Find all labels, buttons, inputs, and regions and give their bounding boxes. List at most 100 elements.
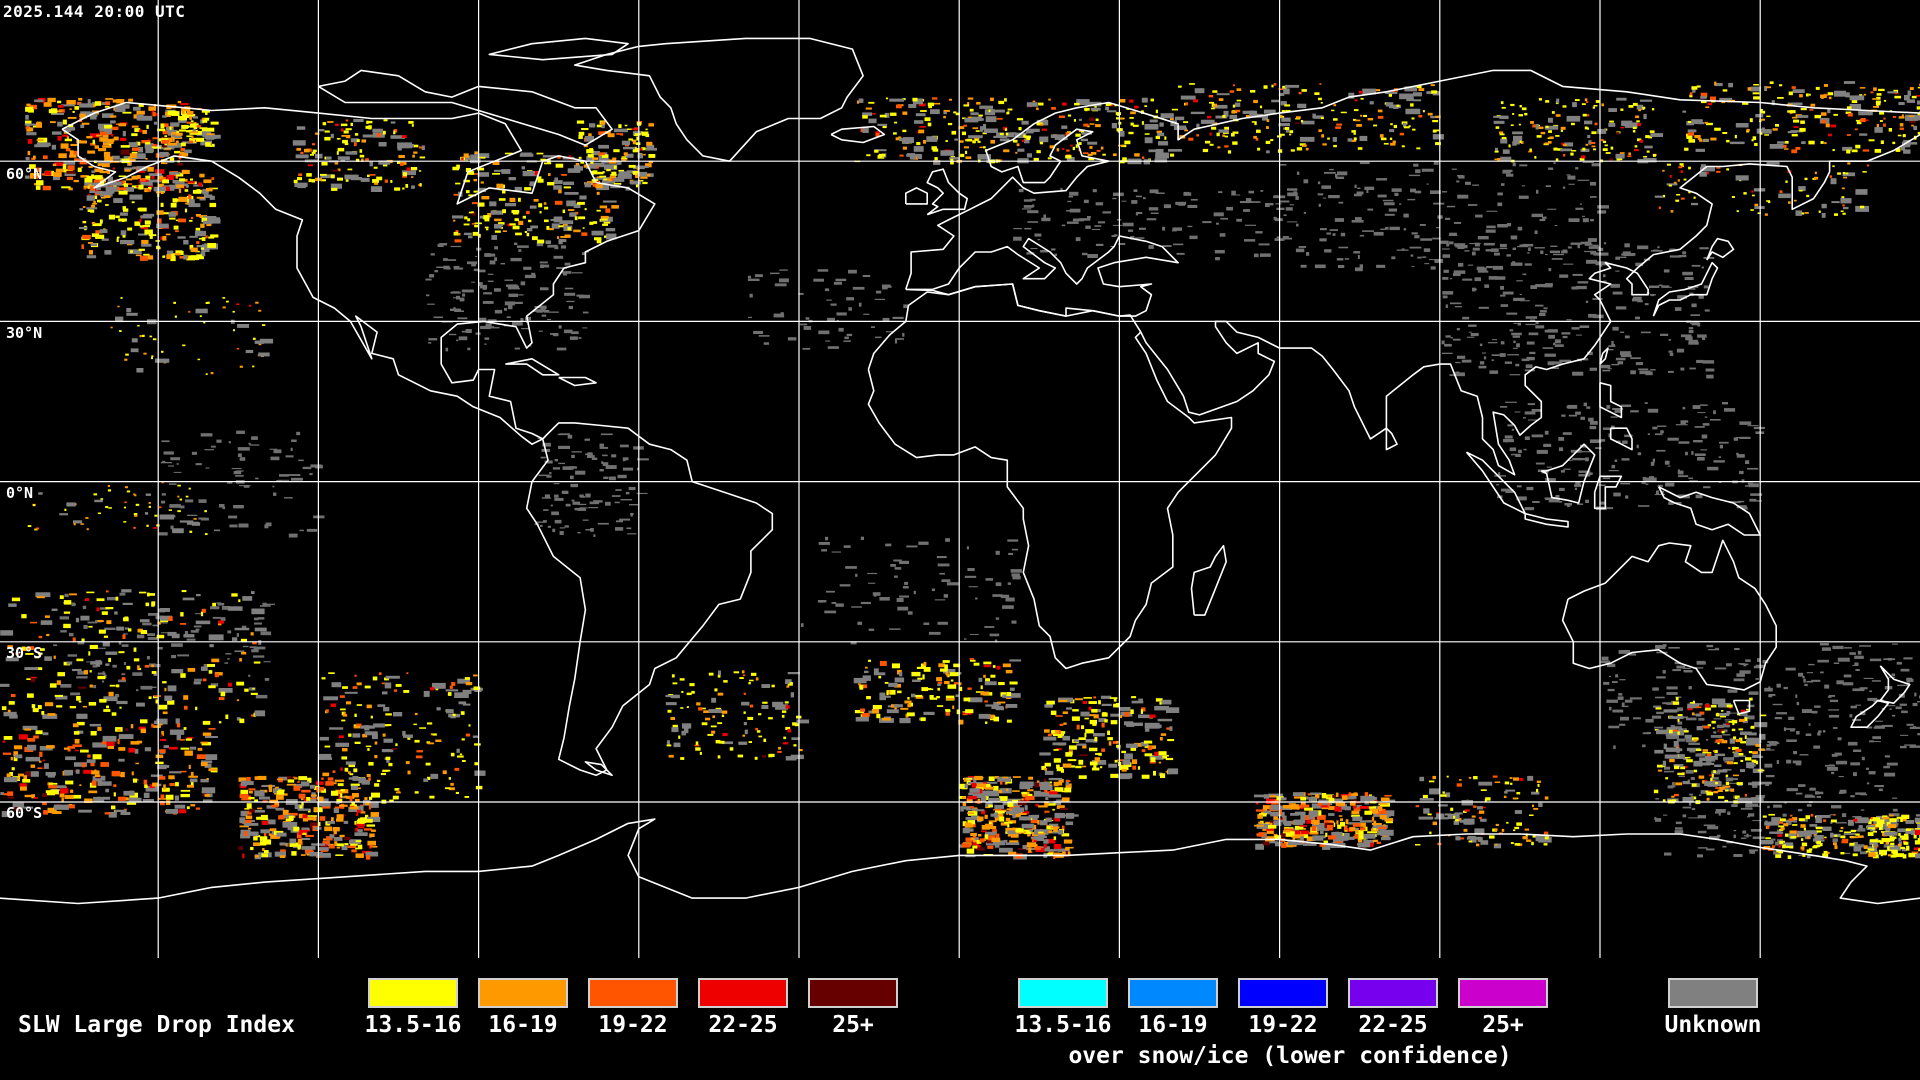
unknown-cloud-pixel xyxy=(1872,736,1881,740)
unknown-cloud-pixel xyxy=(1747,816,1750,818)
slw-drop-pixel xyxy=(297,838,302,844)
slw-drop-pixel xyxy=(1529,148,1532,152)
slw-drop-pixel xyxy=(36,596,45,599)
slw-drop-pixel xyxy=(899,154,904,157)
slw-drop-pixel xyxy=(1112,153,1117,157)
slw-drop-pixel xyxy=(348,771,351,774)
unknown-cloud-pixel xyxy=(92,665,98,668)
slw-drop-pixel xyxy=(1767,200,1771,204)
unknown-cloud-pixel xyxy=(862,275,871,277)
unknown-cloud-pixel xyxy=(1630,410,1639,413)
slw-drop-pixel xyxy=(36,180,44,186)
slw-drop-pixel xyxy=(349,806,359,810)
unknown-cloud-pixel xyxy=(1384,213,1395,216)
unknown-cloud-pixel xyxy=(1804,795,1816,798)
slw-drop-pixel xyxy=(1764,213,1768,216)
slw-drop-pixel xyxy=(430,687,435,691)
unknown-cloud-pixel xyxy=(1190,199,1198,201)
slw-drop-pixel xyxy=(1270,139,1274,142)
unknown-cloud-pixel xyxy=(272,485,275,488)
unknown-cloud-pixel xyxy=(183,240,189,245)
unknown-cloud-pixel xyxy=(177,654,190,657)
unknown-cloud-pixel xyxy=(1776,712,1787,715)
slw-drop-pixel xyxy=(278,789,285,792)
slw-drop-pixel xyxy=(81,122,90,125)
unknown-cloud-pixel xyxy=(1524,436,1530,440)
unknown-cloud-pixel xyxy=(1608,470,1619,472)
unknown-cloud-pixel xyxy=(71,668,82,672)
unknown-cloud-pixel xyxy=(577,503,587,506)
slw-drop-pixel xyxy=(62,163,67,170)
slw-drop-pixel xyxy=(1232,141,1238,145)
unknown-cloud-pixel xyxy=(249,646,257,649)
slw-drop-pixel xyxy=(52,110,63,113)
unknown-cloud-pixel xyxy=(1831,805,1842,809)
slw-drop-pixel xyxy=(539,211,542,214)
slw-drop-pixel xyxy=(1224,126,1229,130)
unknown-cloud-pixel xyxy=(1668,647,1680,649)
unknown-cloud-pixel xyxy=(1155,152,1169,159)
slw-drop-pixel xyxy=(339,695,345,698)
slw-drop-pixel xyxy=(597,171,604,175)
slw-drop-pixel xyxy=(1766,115,1771,118)
unknown-cloud-pixel xyxy=(872,592,881,596)
slw-drop-pixel xyxy=(457,755,464,758)
slw-drop-pixel xyxy=(1894,92,1899,95)
unknown-cloud-pixel xyxy=(1506,173,1514,177)
unknown-cloud-pixel xyxy=(1212,104,1228,109)
slw-drop-pixel xyxy=(49,782,58,785)
unknown-cloud-pixel xyxy=(1883,658,1896,660)
unknown-cloud-pixel xyxy=(167,685,177,692)
unknown-cloud-pixel xyxy=(846,333,853,337)
unknown-cloud-pixel xyxy=(1196,123,1200,130)
unknown-cloud-pixel xyxy=(423,690,430,697)
unknown-cloud-pixel xyxy=(1066,210,1074,212)
slw-drop-pixel xyxy=(153,527,157,529)
unknown-cloud-pixel xyxy=(144,143,154,149)
slw-drop-pixel xyxy=(160,794,165,800)
slw-drop-pixel xyxy=(159,506,162,509)
unknown-cloud-pixel xyxy=(1702,139,1709,142)
slw-drop-pixel xyxy=(385,713,392,716)
slw-drop-pixel xyxy=(1716,167,1721,169)
slw-drop-pixel xyxy=(186,121,192,124)
unknown-cloud-pixel xyxy=(1572,457,1583,461)
unknown-cloud-pixel xyxy=(443,258,448,261)
unknown-cloud-pixel xyxy=(1678,255,1687,258)
unknown-cloud-pixel xyxy=(461,330,471,333)
unknown-cloud-pixel xyxy=(939,572,945,575)
unknown-cloud-pixel xyxy=(1821,647,1831,651)
slw-drop-pixel xyxy=(168,775,175,780)
unknown-cloud-pixel xyxy=(216,439,222,443)
unknown-cloud-pixel xyxy=(1474,277,1481,282)
slw-drop-pixel xyxy=(190,771,194,777)
unknown-cloud-pixel xyxy=(1667,437,1679,441)
slw-drop-pixel xyxy=(466,190,470,194)
slw-drop-pixel xyxy=(383,119,388,122)
slw-drop-pixel xyxy=(1668,184,1672,187)
unknown-cloud-pixel xyxy=(156,223,169,229)
unknown-cloud-pixel xyxy=(827,346,839,349)
unknown-cloud-pixel xyxy=(558,325,562,329)
unknown-cloud-pixel xyxy=(99,229,108,233)
slw-drop-pixel xyxy=(397,790,400,793)
unknown-cloud-pixel xyxy=(1519,293,1522,295)
unknown-cloud-pixel xyxy=(1834,90,1846,97)
unknown-cloud-pixel xyxy=(25,114,29,120)
unknown-cloud-pixel xyxy=(1621,458,1630,461)
unknown-cloud-pixel xyxy=(1592,298,1603,300)
unknown-cloud-pixel xyxy=(86,207,98,210)
slw-drop-pixel xyxy=(1662,169,1665,172)
unknown-cloud-pixel xyxy=(115,693,120,698)
unknown-cloud-pixel xyxy=(162,115,167,118)
slw-drop-pixel xyxy=(248,304,252,307)
unknown-cloud-pixel xyxy=(571,499,575,502)
unknown-cloud-pixel xyxy=(1688,686,1692,690)
unknown-cloud-pixel xyxy=(1320,228,1327,231)
slw-drop-pixel xyxy=(1036,122,1043,126)
unknown-cloud-pixel xyxy=(1477,270,1489,273)
unknown-cloud-pixel xyxy=(941,579,951,582)
unknown-cloud-pixel xyxy=(1558,447,1564,452)
slw-drop-pixel xyxy=(1540,131,1546,135)
unknown-cloud-pixel xyxy=(0,792,5,795)
